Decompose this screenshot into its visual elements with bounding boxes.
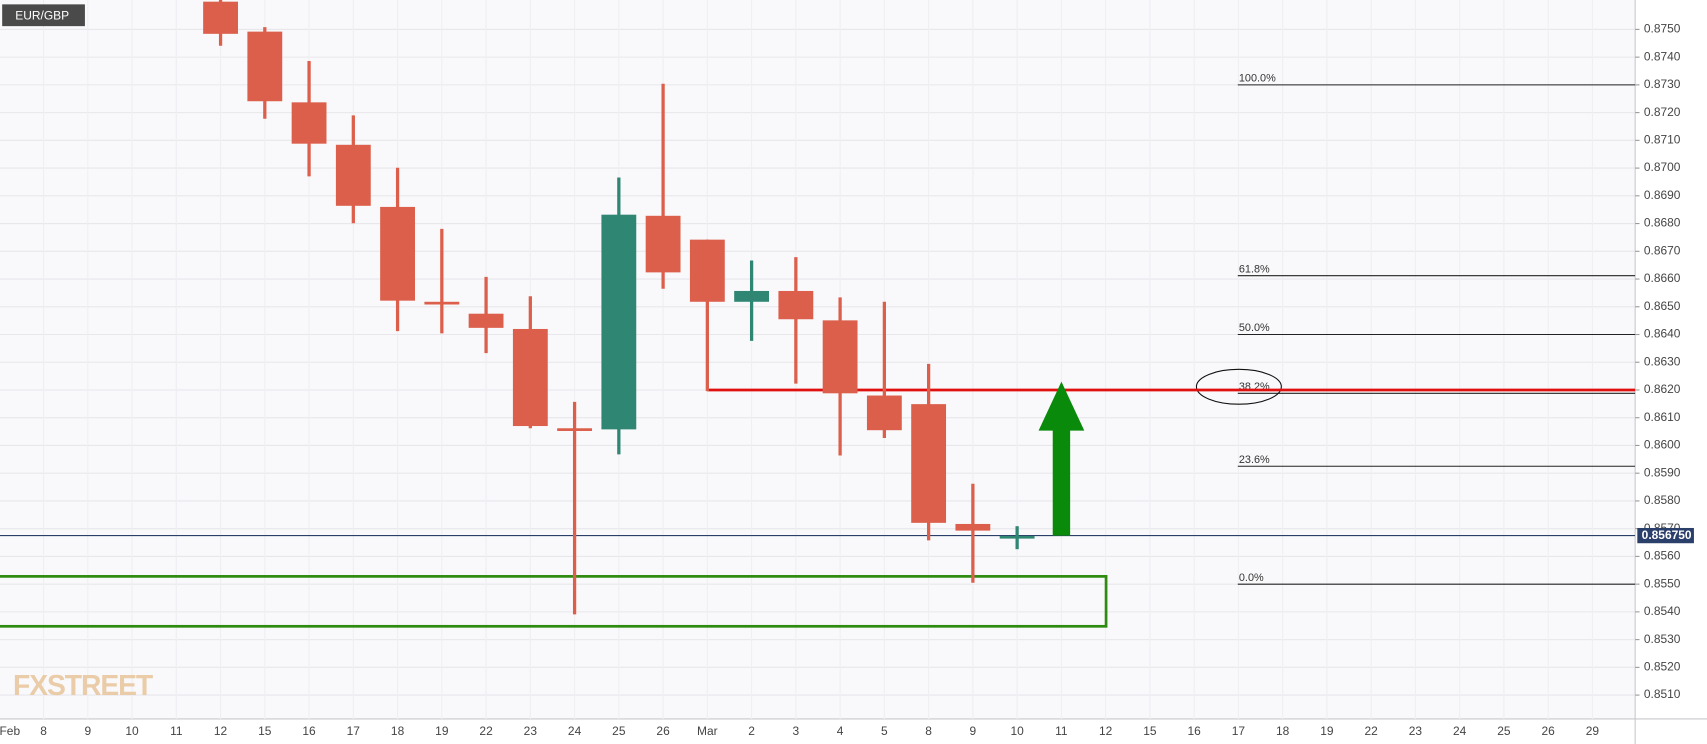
candle-body — [424, 301, 460, 305]
watermark: FXSTREET — [13, 669, 153, 701]
y-tick-label: 0.8670 — [1644, 243, 1681, 257]
x-tick-label: 18 — [391, 724, 405, 738]
x-tick-label: 22 — [479, 724, 493, 738]
y-tick-label: 0.8730 — [1644, 77, 1681, 91]
y-tick-label: 0.8650 — [1644, 299, 1681, 313]
x-tick-label: 23 — [524, 724, 538, 738]
y-tick-label: 0.8620 — [1644, 382, 1681, 396]
y-tick-label: 0.8720 — [1644, 105, 1681, 119]
x-tick-label: 26 — [1542, 724, 1556, 738]
x-tick-label: 25 — [1497, 724, 1511, 738]
x-tick-label: 8 — [925, 724, 932, 738]
x-tick-label: 11 — [1055, 724, 1068, 738]
y-tick-label: 0.8540 — [1644, 604, 1681, 618]
x-tick-label: Mar — [697, 724, 718, 738]
x-tick-label: 24 — [1453, 724, 1467, 738]
plot-area: 100.0%61.8%50.0%38.2%23.6%0.0% — [0, 0, 1636, 628]
x-tick-label: 3 — [793, 724, 800, 738]
x-tick-label: 26 — [656, 724, 670, 738]
y-tick-label: 0.8680 — [1644, 216, 1681, 230]
x-tick-label: 10 — [1010, 724, 1024, 738]
fib-highlight — [1195, 368, 1282, 405]
candle-body — [601, 214, 637, 430]
candle-body — [247, 31, 283, 102]
x-tick-label: 18 — [1276, 724, 1290, 738]
plot-background — [0, 0, 1635, 719]
candle-body — [645, 215, 681, 273]
y-tick-label: 0.8520 — [1644, 660, 1681, 674]
y-tick-label: 0.8590 — [1644, 465, 1681, 479]
y-tick-label: 0.8750 — [1644, 22, 1681, 36]
x-tick-label: 19 — [435, 724, 449, 738]
current-price-tag — [1637, 527, 1694, 544]
x-tick-label: 17 — [1232, 724, 1246, 738]
symbol-tag — [2, 4, 85, 27]
fib-label: 50.0% — [1239, 322, 1270, 334]
y-tick-label: 0.8690 — [1644, 188, 1681, 202]
candle-body — [335, 144, 371, 206]
fib-label: 23.6% — [1239, 454, 1270, 466]
x-tick-label: 9 — [970, 724, 977, 738]
y-tick-label: 0.8740 — [1644, 49, 1681, 63]
fib-label: 61.8% — [1239, 263, 1270, 275]
candle-body — [557, 428, 593, 431]
symbol: EUR/GBP — [15, 8, 69, 22]
x-tick-label: 15 — [258, 724, 272, 738]
y-tick-label: 0.8530 — [1644, 632, 1681, 646]
candle-body — [778, 290, 814, 320]
x-tick-label: Feb — [0, 724, 20, 738]
x-tick-label: 10 — [125, 724, 139, 738]
x-tick-label: 23 — [1409, 724, 1423, 738]
fib-label: 0.0% — [1239, 572, 1264, 584]
candle-body — [380, 206, 415, 301]
fib-label: 100.0% — [1239, 73, 1276, 85]
support-zone — [0, 575, 1108, 628]
candle-body — [512, 328, 548, 427]
x-tick-label: 19 — [1320, 724, 1334, 738]
x-tick-label: 29 — [1586, 724, 1600, 738]
x-tick-label: 8 — [40, 724, 47, 738]
candle-body — [734, 290, 770, 302]
x-tick-label: 22 — [1364, 724, 1378, 738]
x-tick-label: 5 — [881, 724, 888, 738]
candle-body — [999, 535, 1035, 539]
y-tick-label: 0.8560 — [1644, 549, 1681, 563]
x-tick-label: 4 — [837, 724, 844, 738]
candle-body — [911, 404, 947, 523]
y-tick-label: 0.8510 — [1644, 687, 1681, 701]
x-tick-label: 12 — [1099, 724, 1113, 738]
axes: 0.8510 0.8520 0.8530 0.8540 0.8550 0.8560 0.85… — [0, 22, 1694, 738]
y-tick-label: 0.8640 — [1644, 327, 1681, 341]
candle-body — [955, 523, 991, 531]
candle-body — [468, 313, 504, 328]
candle-body — [822, 320, 858, 394]
x-tick-label: 16 — [1187, 724, 1201, 738]
y-tick-label: 0.8550 — [1644, 576, 1681, 590]
x-tick-label: 17 — [347, 724, 361, 738]
current-price-label: 0.856750 — [1642, 528, 1692, 542]
y-tick-label: 0.8710 — [1644, 133, 1681, 147]
y-tick-label: 0.8580 — [1644, 493, 1681, 507]
x-tick-label: 16 — [302, 724, 316, 738]
x-tick-label: 25 — [612, 724, 626, 738]
y-tick-label: 0.8610 — [1644, 410, 1681, 424]
x-tick-label: 2 — [748, 724, 755, 738]
candle-body — [689, 239, 725, 302]
y-tick-label: 0.8600 — [1644, 438, 1681, 452]
candle-body — [291, 102, 327, 144]
candle-body — [203, 1, 238, 34]
x-tick-label: 9 — [84, 724, 91, 738]
arrow — [1038, 381, 1085, 536]
y-tick-label: 0.8630 — [1644, 354, 1681, 368]
x-tick-label: 15 — [1143, 724, 1157, 738]
x-tick-label: 24 — [568, 724, 582, 738]
x-tick-label: 11 — [170, 724, 183, 738]
x-tick-label: 12 — [214, 724, 228, 738]
y-tick-label: 0.8700 — [1644, 160, 1681, 174]
y-tick-label: 0.8660 — [1644, 271, 1681, 285]
candle-body — [866, 395, 902, 431]
